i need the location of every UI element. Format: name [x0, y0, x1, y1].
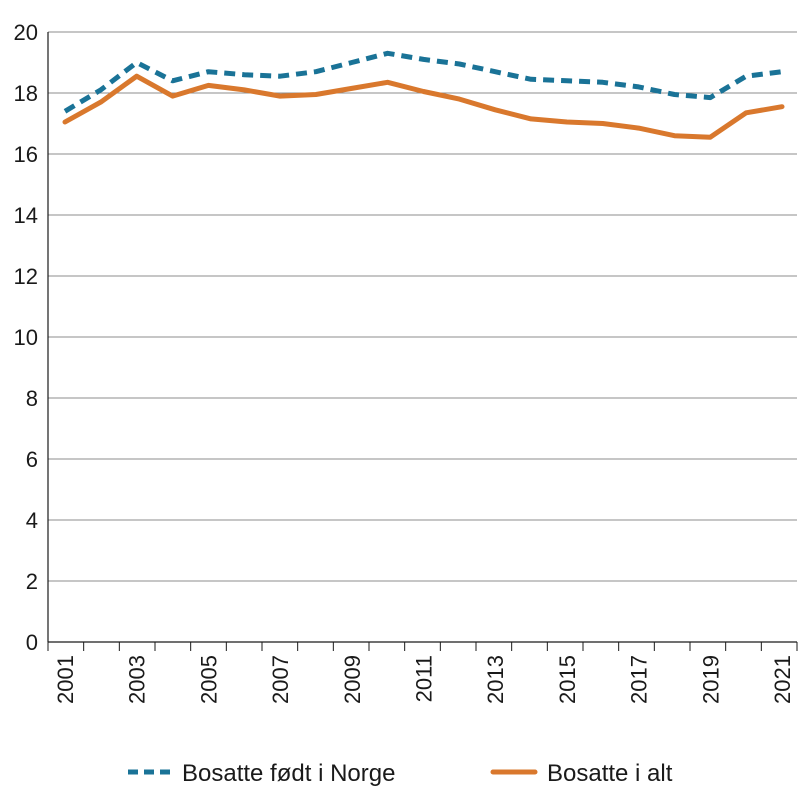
- y-tick-label: 14: [14, 203, 38, 228]
- x-tick-label: 2011: [412, 655, 437, 702]
- x-tick-label: 2005: [196, 655, 221, 704]
- x-tick-label: 2015: [555, 655, 580, 704]
- series-lines: [62, 50, 785, 140]
- x-tick-label: 2003: [125, 655, 150, 704]
- x-tick-label: 2021: [770, 655, 795, 704]
- y-tick-label: 8: [26, 386, 38, 411]
- series-line-1: [62, 73, 785, 140]
- y-tick-label: 20: [14, 20, 38, 45]
- grid-lines: [48, 31, 797, 643]
- x-tick-label: 2013: [483, 655, 508, 704]
- y-tick-label: 16: [14, 142, 38, 167]
- x-axis-tick-labels: 2001 2003 2005 2007 2009 2011 2013 2015 2017 2019…: [53, 655, 795, 704]
- x-axis: [47, 32, 798, 651]
- x-tick-label: 2001: [53, 655, 78, 704]
- x-tick-label: 2017: [627, 655, 652, 704]
- y-tick-label: 6: [26, 447, 38, 472]
- legend: Bosatte født i Norge Bosatte i alt: [128, 760, 673, 787]
- series-line-0: [63, 50, 783, 114]
- legend-label-total: Bosatte i alt: [547, 760, 673, 787]
- y-axis-tick-labels: 0 2 4 6 8 10 12 14 16 18 20: [14, 20, 38, 655]
- x-tick-label: 2009: [340, 655, 365, 704]
- x-tick-label: 2007: [268, 655, 293, 704]
- y-tick-label: 12: [14, 264, 38, 289]
- y-tick-label: 10: [14, 325, 38, 350]
- y-tick-label: 4: [26, 508, 38, 533]
- legend-label-born-in-norway: Bosatte født i Norge: [182, 760, 395, 787]
- y-tick-label: 2: [26, 569, 38, 594]
- y-tick-label: 0: [26, 630, 38, 655]
- x-tick-label: 2019: [698, 655, 723, 704]
- y-tick-label: 18: [14, 81, 38, 106]
